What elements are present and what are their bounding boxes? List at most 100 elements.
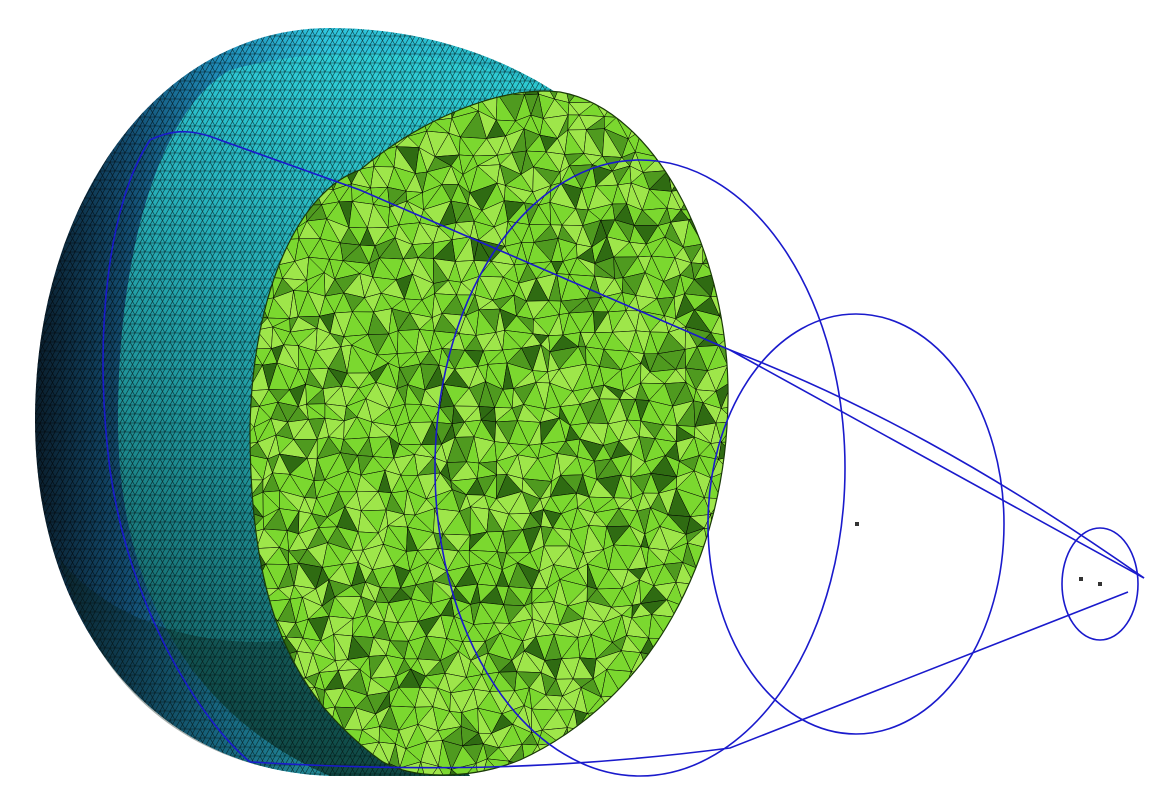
mesh-element [731,112,746,133]
mesh-element [263,782,280,794]
mesh-element [668,783,681,794]
mesh-element [729,335,746,352]
mesh-element [709,94,729,121]
wire-ellipse-mid [707,313,1005,735]
mesh-element [639,724,666,747]
mesh-element [700,165,719,188]
mesh-element [712,542,729,570]
mesh-element [717,154,729,172]
mesh-element [334,785,351,794]
mesh-element [723,542,729,570]
mesh-element [615,94,639,118]
mesh-element [704,132,720,156]
mesh-element [734,112,748,133]
mesh-element [717,704,729,726]
mesh-element [546,764,566,776]
mesh-element [733,496,754,509]
mesh-element [737,762,749,786]
mesh-element [583,746,596,762]
mesh-element [638,94,658,116]
mesh-element [568,91,596,103]
mesh-element [709,112,729,138]
mesh-element [726,784,748,794]
mesh-element [693,583,711,606]
point-markers [855,522,1102,586]
mesh-element [299,781,319,794]
mesh-element [568,728,593,751]
mesh-element [662,668,685,688]
mesh-element [701,732,723,746]
mesh-element [307,783,335,794]
mesh-element [372,783,395,794]
mesh-element [734,131,748,149]
mesh-element [652,91,678,93]
mesh-element [680,187,703,211]
mesh-element [709,186,728,212]
mesh-element [685,713,713,733]
mesh-element [629,91,640,96]
mesh-element [709,91,727,96]
mesh-element [591,745,611,762]
mesh-element [709,136,729,156]
mesh-element [731,95,746,113]
mesh-element [723,583,729,607]
mesh-element [621,688,639,715]
mesh-element [520,764,537,776]
mesh-element [455,779,474,794]
mesh-element [567,778,583,794]
mesh-element [731,527,755,551]
mesh-element [707,652,721,678]
mesh-element [697,713,719,734]
mesh-element [591,723,610,748]
mesh-element [250,390,260,409]
mesh-element [426,783,447,794]
mesh-element [731,243,750,263]
mesh-element [664,729,678,750]
wire-ellipse-large [434,159,846,777]
mesh-element [707,529,725,549]
mesh-element [667,651,691,677]
mesh-element [609,710,628,728]
mesh-element [668,113,696,134]
mesh-element [729,606,741,622]
mesh-element [512,784,524,794]
mesh-element [736,442,757,463]
mesh-element [524,764,548,776]
mesh-element [723,568,729,587]
mesh-element [629,784,649,794]
mesh-element [596,723,623,747]
mesh-element [594,91,614,103]
mesh-element [621,713,634,728]
mesh-element [508,760,526,776]
mesh-element [628,761,649,776]
wire-ellipse-small [1061,527,1139,641]
mesh-element [571,778,594,794]
mesh-element [639,743,666,766]
mesh-element [505,779,521,794]
mesh-element [701,91,720,99]
mesh-element [648,724,674,744]
mesh-element [739,95,751,112]
mesh-element [648,655,663,677]
mesh-element [612,91,631,103]
mesh-element [703,210,727,223]
mesh-element [703,218,727,240]
mesh-element [684,620,699,643]
mesh-element [718,441,729,460]
mesh-element [639,92,659,116]
mesh-element [567,727,578,751]
mesh-element [658,135,671,158]
mesh-element [683,620,711,640]
mesh-element [684,604,695,623]
mesh-element [447,779,462,794]
mesh-element [727,761,729,776]
mesh-element [577,723,598,749]
mesh-element [640,652,659,678]
mesh-element [687,91,711,99]
mesh-element [684,693,709,715]
mesh-element [479,779,505,794]
mesh-element [717,686,729,716]
mesh-element [541,783,567,794]
mesh-element [609,726,627,747]
